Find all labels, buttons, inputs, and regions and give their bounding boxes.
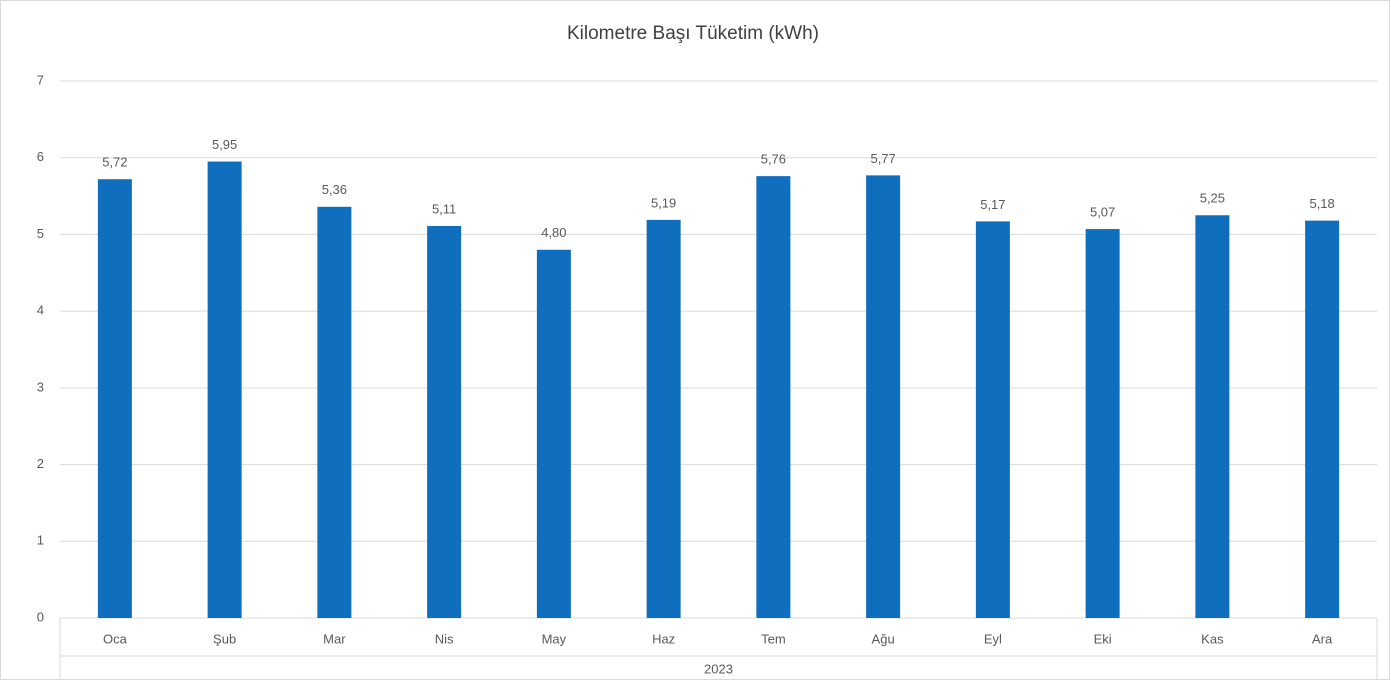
data-label: 5,77 <box>870 151 895 166</box>
data-label: 5,72 <box>102 155 127 170</box>
bar <box>317 206 352 618</box>
x-tick-label: Kas <box>1201 631 1224 646</box>
bar <box>536 249 571 618</box>
data-label: 5,76 <box>761 152 786 167</box>
y-tick-label: 7 <box>37 72 44 87</box>
y-tick-label: 5 <box>37 226 44 241</box>
data-label: 5,19 <box>651 195 676 210</box>
bar <box>97 179 132 619</box>
bar <box>975 221 1010 618</box>
bar <box>1195 215 1230 618</box>
x-tick-label: Oca <box>103 631 128 646</box>
y-tick-label: 6 <box>37 149 44 164</box>
data-label: 5,36 <box>322 182 347 197</box>
x-tick-label: Şub <box>213 631 236 646</box>
bar <box>1305 220 1340 618</box>
x-tick-label: Eyl <box>984 631 1002 646</box>
bar <box>646 219 681 619</box>
bar <box>756 176 791 618</box>
bar <box>427 225 462 619</box>
data-label: 5,95 <box>212 137 237 152</box>
bar <box>866 175 901 618</box>
data-label: 5,11 <box>432 201 456 216</box>
x-tick-label: Tem <box>761 631 786 646</box>
x-tick-label: Eki <box>1094 631 1112 646</box>
x-tick-label: Mar <box>323 631 346 646</box>
y-tick-label: 2 <box>37 456 44 471</box>
x-tick-label: Haz <box>652 631 675 646</box>
y-tick-label: 1 <box>37 533 44 548</box>
x-tick-label: Nis <box>435 631 454 646</box>
x-tick-label: Ağu <box>872 631 895 646</box>
bar <box>1085 229 1120 618</box>
x-tick-label: May <box>542 631 567 646</box>
y-tick-label: 3 <box>37 379 44 394</box>
y-tick-label: 4 <box>37 303 44 318</box>
data-label: 5,18 <box>1309 196 1334 211</box>
x-group-label: 2023 <box>704 661 733 676</box>
data-label: 5,07 <box>1090 204 1115 219</box>
data-label: 5,25 <box>1200 191 1225 206</box>
data-label: 5,17 <box>980 197 1005 212</box>
chart-title: Kilometre Başı Tüketim (kWh) <box>567 23 819 44</box>
data-label: 4,80 <box>541 225 566 240</box>
x-tick-label: Ara <box>1312 631 1333 646</box>
bar <box>207 161 242 619</box>
y-tick-label: 0 <box>37 609 44 624</box>
